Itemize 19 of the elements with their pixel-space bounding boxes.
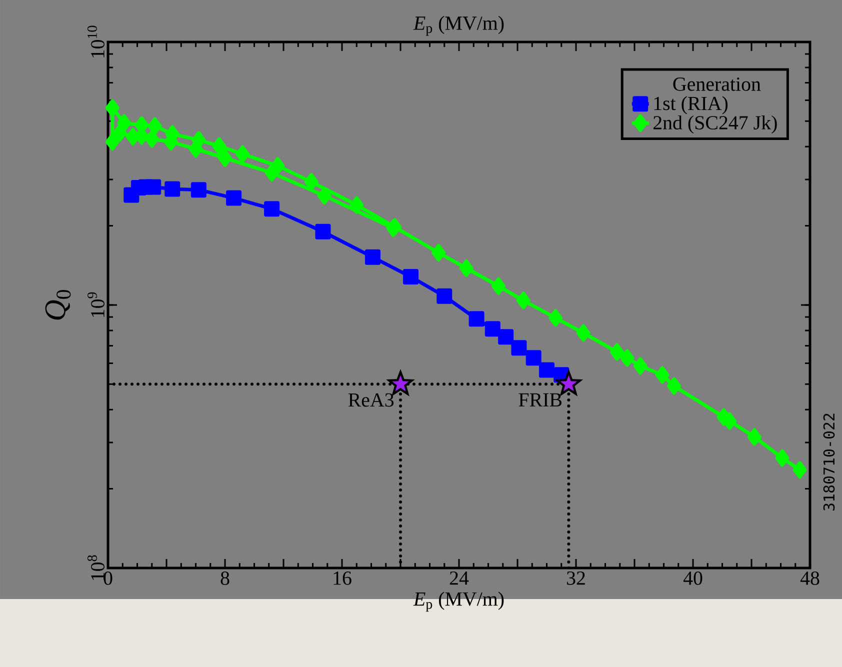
- y-tick-label: 10$^{9}$: [88, 292, 104, 317]
- legend-label: 2nd (SC247 Jk): [653, 115, 777, 134]
- annotation: FRIB: [518, 393, 562, 406]
- annotation: ReA3: [348, 393, 394, 407]
- y-tick-label: 10$^{10}$: [88, 26, 104, 58]
- x-tick-label: 48: [800, 571, 820, 585]
- legend-title: Generation: [673, 78, 761, 91]
- x-tick-label: 16: [334, 571, 352, 585]
- x-axis-title: E$_{p}$ (MV/m): [413, 592, 504, 612]
- text: 3180710-022: [823, 414, 835, 510]
- y-tick-label: 10$^{8}$: [88, 555, 104, 580]
- x-tick-label: 32: [566, 571, 585, 585]
- y-axis-title: Q$_{0}$: [45, 290, 71, 320]
- x-tick-label: 0: [104, 571, 112, 585]
- x2-axis-title: E$_{p}$ (MV/m): [413, 16, 504, 36]
- x-tick-label: 40: [683, 571, 702, 585]
- legend-label: 1st (RIA): [654, 96, 728, 114]
- x-tick-label: 8: [220, 571, 230, 585]
- x-tick-label: 24: [450, 571, 469, 585]
